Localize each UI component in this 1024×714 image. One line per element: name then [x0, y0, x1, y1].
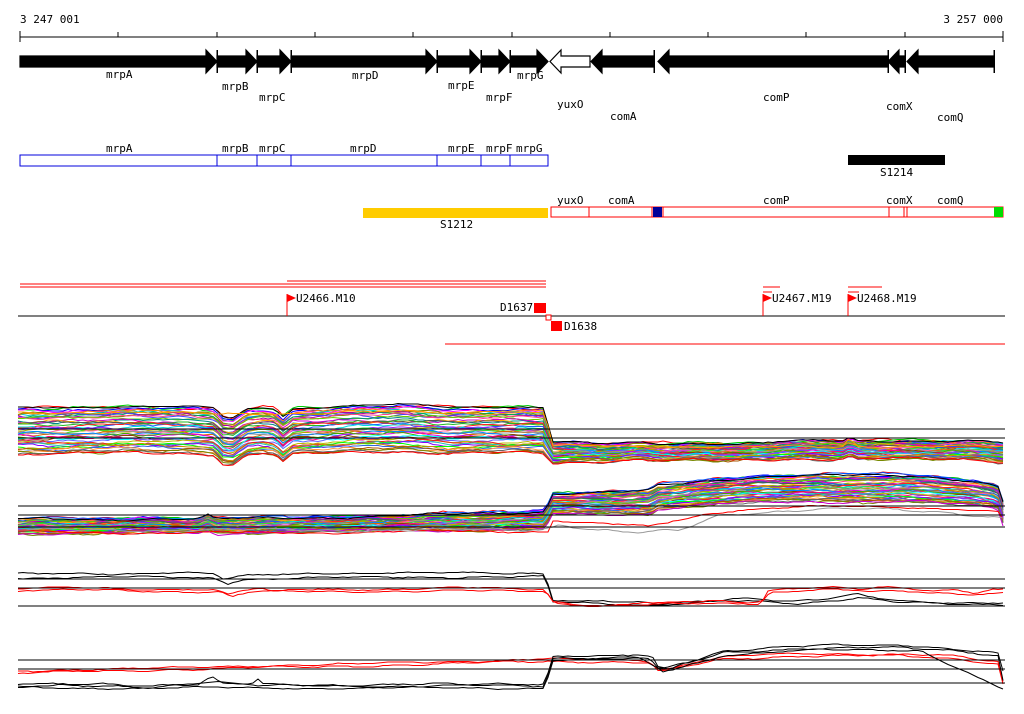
cds-box-mrpD[interactable] — [290, 154, 438, 167]
gene-arrow-mrpG[interactable] — [509, 48, 549, 75]
gene-arrow-mrpB[interactable] — [216, 48, 258, 75]
hybridization-panel-1-curve-0 — [17, 571, 1004, 605]
marker-label-D1638: D1638 — [564, 320, 597, 333]
gene-arrow-mrpD[interactable] — [290, 48, 438, 75]
cds-box-mrpG[interactable] — [509, 154, 549, 167]
gene-arrow-mrpF[interactable] — [480, 48, 511, 75]
gene-arrow-comQ[interactable] — [906, 48, 995, 75]
marker-flag-U2468.M19[interactable] — [848, 294, 857, 302]
expression-panel-1-envelope — [18, 402, 1004, 445]
marker-label-U2466.M10: U2466.M10 — [296, 292, 356, 305]
hybridization-panel-2-curve-0 — [18, 652, 1004, 682]
marker-label-U2468.M19: U2468.M19 — [857, 292, 917, 305]
gene-arrow-mrpA[interactable] — [19, 48, 218, 75]
operon-green-segment — [994, 207, 1003, 217]
expression-panel-2-envelope — [18, 473, 1004, 522]
gene-label-mrpB: mrpB — [222, 80, 249, 93]
gene-arrow-comA[interactable] — [590, 48, 655, 75]
hybridization-panel-1-curve-1 — [17, 574, 1004, 607]
expression-panel-1-series — [17, 441, 1004, 461]
marker-flag-U2466.M10[interactable] — [287, 294, 296, 302]
gene-label-mrpA: mrpA — [106, 68, 133, 81]
expression-panel-1-envelope — [18, 450, 1003, 467]
hybridization-panel-2-curve-2 — [17, 643, 1004, 687]
operon-region-box[interactable] — [550, 206, 1004, 218]
cds-label-mrpB: mrpB — [222, 142, 249, 155]
gene-label-comX: comX — [886, 100, 913, 113]
gene-label-mrpG: mrpG — [517, 69, 544, 82]
gene-label-yuxO: yuxO — [557, 98, 584, 111]
cds-label-mrpE: mrpE — [448, 142, 475, 155]
cds-box-mrpA[interactable] — [19, 154, 218, 167]
marker-label-U2467.M19: U2467.M19 — [772, 292, 832, 305]
cds-box-mrpF[interactable] — [480, 154, 511, 167]
segment-bar-S1212[interactable] — [363, 208, 548, 218]
cds-label-mrpD: mrpD — [350, 142, 377, 155]
gene-label-mrpC: mrpC — [259, 91, 286, 104]
hybridization-panel-2-curve-4 — [18, 648, 1004, 691]
segment-label-S1214: S1214 — [880, 166, 913, 179]
gene-label-comA: comA — [610, 110, 637, 123]
gene-label-comP: comP — [763, 91, 790, 104]
operon-label-yuxO: yuxO — [557, 194, 584, 207]
expression-panel-1-series — [17, 425, 1004, 455]
expression-panel-2-curve-1 — [18, 507, 1004, 534]
hybridization-panel-2-curve-1 — [17, 653, 1004, 685]
operon-label-comA: comA — [608, 194, 635, 207]
cds-box-mrpE[interactable] — [436, 154, 482, 167]
expression-panel-1-curve-0 — [18, 409, 1004, 449]
gene-arrow-yuxO[interactable] — [549, 48, 591, 75]
segment-bar-S1214[interactable] — [848, 155, 945, 165]
cds-box-mrpB[interactable] — [216, 154, 258, 167]
region-start-coordinate: 3 247 001 — [20, 13, 80, 26]
gene-arrow-mrpE[interactable] — [436, 48, 482, 75]
operon-label-comX: comX — [886, 194, 913, 207]
cds-label-mrpA: mrpA — [106, 142, 133, 155]
marker-label-D1637: D1637 — [500, 301, 533, 314]
expression-panel-1-series — [17, 434, 1004, 458]
marker-box-D1637[interactable] — [534, 303, 546, 313]
marker-box-D1638[interactable] — [551, 321, 562, 331]
gene-label-comQ: comQ — [937, 111, 964, 124]
cds-label-mrpF: mrpF — [486, 142, 513, 155]
segment-label-S1212: S1212 — [440, 218, 473, 231]
gene-arrow-mrpC[interactable] — [256, 48, 292, 75]
cds-box-mrpC[interactable] — [256, 154, 292, 167]
marker-flag-U2467.M19[interactable] — [763, 294, 772, 302]
cds-label-mrpC: mrpC — [259, 142, 286, 155]
gene-label-mrpF: mrpF — [486, 91, 513, 104]
gene-arrow-comX[interactable] — [887, 48, 906, 75]
region-end-coordinate: 3 257 000 — [943, 13, 1003, 26]
expression-panel-1-series — [17, 404, 1004, 448]
hybridization-panel-2-curve-3 — [17, 645, 1004, 690]
hybridization-panel-1-curve-2 — [18, 585, 1004, 607]
operon-label-comQ: comQ — [937, 194, 964, 207]
hybridization-panel-1-curve-3 — [17, 588, 1004, 607]
operon-blue-segment — [653, 207, 662, 217]
cds-label-mrpG: mrpG — [516, 142, 543, 155]
expression-panel-1-series — [17, 418, 1003, 454]
gene-label-mrpD: mrpD — [352, 69, 379, 82]
marker-open-box — [545, 314, 552, 321]
gene-arrow-comP[interactable] — [657, 48, 889, 75]
gene-label-mrpE: mrpE — [448, 79, 475, 92]
operon-label-comP: comP — [763, 194, 790, 207]
